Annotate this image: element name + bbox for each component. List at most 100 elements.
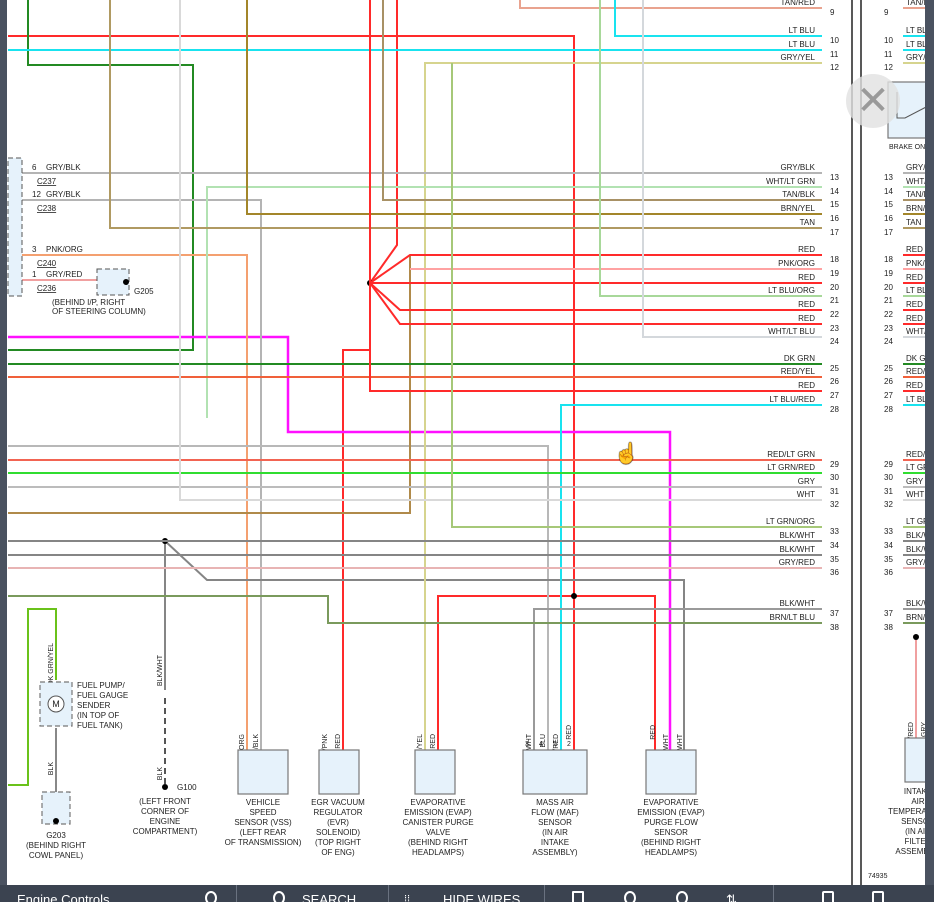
ground-icon	[123, 279, 129, 285]
maf-sensor-label: FLOW (MAF)	[531, 808, 579, 817]
iat-sensor-label: (IN AIR	[905, 827, 931, 836]
wire-label: BRN/LT BLU	[770, 613, 816, 622]
wire-label: RED	[798, 381, 815, 390]
wire-label: LT BLU	[789, 26, 816, 35]
maf-sensor-label: MASS AIR	[536, 798, 574, 807]
right-wire-label: BRN/LT BLU	[906, 613, 934, 622]
right-pin-number: 21	[884, 296, 893, 305]
pin-number: 14	[830, 187, 839, 196]
purge-flow-sensor-label: EMISSION (EVAP)	[637, 808, 705, 817]
g100-location: ENGINE	[150, 817, 181, 826]
fuel-pump-label: SENDER	[77, 701, 111, 710]
fit-page-icon[interactable]	[572, 891, 584, 902]
purge-flow-sensor-label: PURGE FLOW	[644, 818, 698, 827]
wire-red-canister	[437, 595, 574, 750]
zoom-in-icon[interactable]	[624, 891, 636, 902]
search-button[interactable]: SEARCH	[302, 892, 357, 902]
maf-pin-number: 4	[539, 741, 543, 748]
left-scroll-edge	[0, 0, 7, 885]
wire-pin-18	[369, 254, 822, 284]
canister-valve-label: CANISTER PURGE	[402, 818, 473, 827]
close-button[interactable]: ✕	[846, 74, 900, 128]
right-pin-number: 31	[884, 487, 893, 496]
right-pin-number: 37	[884, 609, 893, 618]
connector-wire-label: GRY/BLK	[46, 190, 81, 199]
right-pin-number: 26	[884, 377, 893, 386]
motor-icon	[47, 695, 65, 713]
bottom-toolbar: Engine Controls SEARCH ⁞⁞ HIDE WIRES ⇅	[0, 885, 934, 902]
iat-sensor-label: TEMPERATURE	[888, 807, 934, 816]
download-icon[interactable]	[676, 891, 688, 902]
right-wire-label: LT GRN/ORG	[906, 517, 934, 526]
g100-label: G100	[177, 783, 197, 792]
right-pin-number: 28	[884, 405, 893, 414]
maf-sensor-label: ASSEMBLY)	[532, 848, 578, 857]
purge-flow-sensor-label: SENSOR	[654, 828, 688, 837]
wire-pin-28	[560, 404, 822, 750]
pin-number: 29	[830, 460, 839, 469]
splice-dot	[571, 593, 577, 599]
connector-wire-label: GRY/BLK	[46, 163, 81, 172]
hide-wires-button[interactable]: HIDE WIRES	[443, 892, 521, 902]
connector-c240: C240	[37, 259, 57, 268]
pin-number: 33	[830, 527, 839, 536]
pin-number: 9	[830, 8, 835, 17]
wire-label: LT BLU/RED	[770, 395, 816, 404]
right-wire-label: LT BLU	[906, 26, 933, 35]
fuel-pump-label: FUEL PUMP/	[77, 681, 125, 690]
close-icon: ✕	[856, 79, 890, 123]
wire-label: RED	[798, 273, 815, 282]
pin-number: 34	[830, 541, 839, 550]
wire-dk-grn-yel	[8, 608, 57, 786]
egr-solenoid-label: REGULATOR	[313, 808, 362, 817]
right-wire-label: DK GRN	[906, 354, 934, 363]
wire-label: WHT/LT GRN	[766, 177, 815, 186]
right-wire-label: RED	[906, 273, 923, 282]
wire-tan-lt-blu	[8, 445, 549, 750]
wire-label: TAN/RED	[780, 0, 815, 7]
wire-vertical-label: RED	[566, 725, 573, 740]
wire-label: BLK/WHT	[779, 545, 815, 554]
pin-number: 22	[830, 310, 839, 319]
pin-number: 13	[830, 173, 839, 182]
right-wire-label: WHT/LT BLU	[906, 327, 934, 336]
connector-pin: 3	[32, 245, 37, 254]
wire-label: BLK/WHT	[779, 599, 815, 608]
right-wire-label: LT GRN/RED	[906, 463, 934, 472]
pin-number: 21	[830, 296, 839, 305]
hide-wires-icon[interactable]: ⁞⁞	[404, 894, 411, 902]
right-pin-number: 12	[884, 63, 893, 72]
wire-pin-33	[451, 63, 822, 528]
right-pin-number: 34	[884, 541, 893, 550]
pin-number: 24	[830, 337, 839, 346]
vss-sensor-label: VEHICLE	[246, 798, 280, 807]
maf-pin-number: 3	[525, 741, 529, 748]
wire-red-purge-flow	[574, 595, 656, 750]
right-wire-label: LT BLU/ORG	[906, 286, 934, 295]
right-wire-label: RED	[906, 314, 923, 323]
wire-vertical-label: RED	[650, 725, 657, 740]
g203-label: G203	[46, 831, 66, 840]
brake-switch-label: BRAKE ON	[889, 144, 925, 151]
wire-vertical-label: BLK/WHT	[157, 654, 164, 686]
compare-icon[interactable]: ⇅	[726, 892, 737, 902]
egr-solenoid-label: (EVR)	[327, 818, 349, 827]
print-icon[interactable]	[822, 891, 834, 902]
right-pin-number: 24	[884, 337, 893, 346]
pin-number: 38	[830, 623, 839, 632]
info-icon[interactable]	[205, 891, 217, 902]
wire-pin-14	[206, 186, 822, 418]
right-wire-label: LT BLU	[906, 40, 933, 49]
right-scrollbar[interactable]	[925, 0, 934, 885]
vss-sensor-label: SPEED	[249, 808, 276, 817]
g100-location: COMPARTMENT)	[133, 827, 198, 836]
search-icon[interactable]	[273, 891, 285, 902]
wire-label: RED	[798, 245, 815, 254]
pin-number: 35	[830, 555, 839, 564]
wire-vertical-label: BLK/WHT	[677, 733, 684, 765]
wire-dk-grn	[8, 0, 194, 351]
right-wire-label: GRY/YEL	[906, 53, 934, 62]
iat-sensor-label: AIR	[911, 797, 925, 806]
bookmark-icon[interactable]	[872, 891, 884, 902]
